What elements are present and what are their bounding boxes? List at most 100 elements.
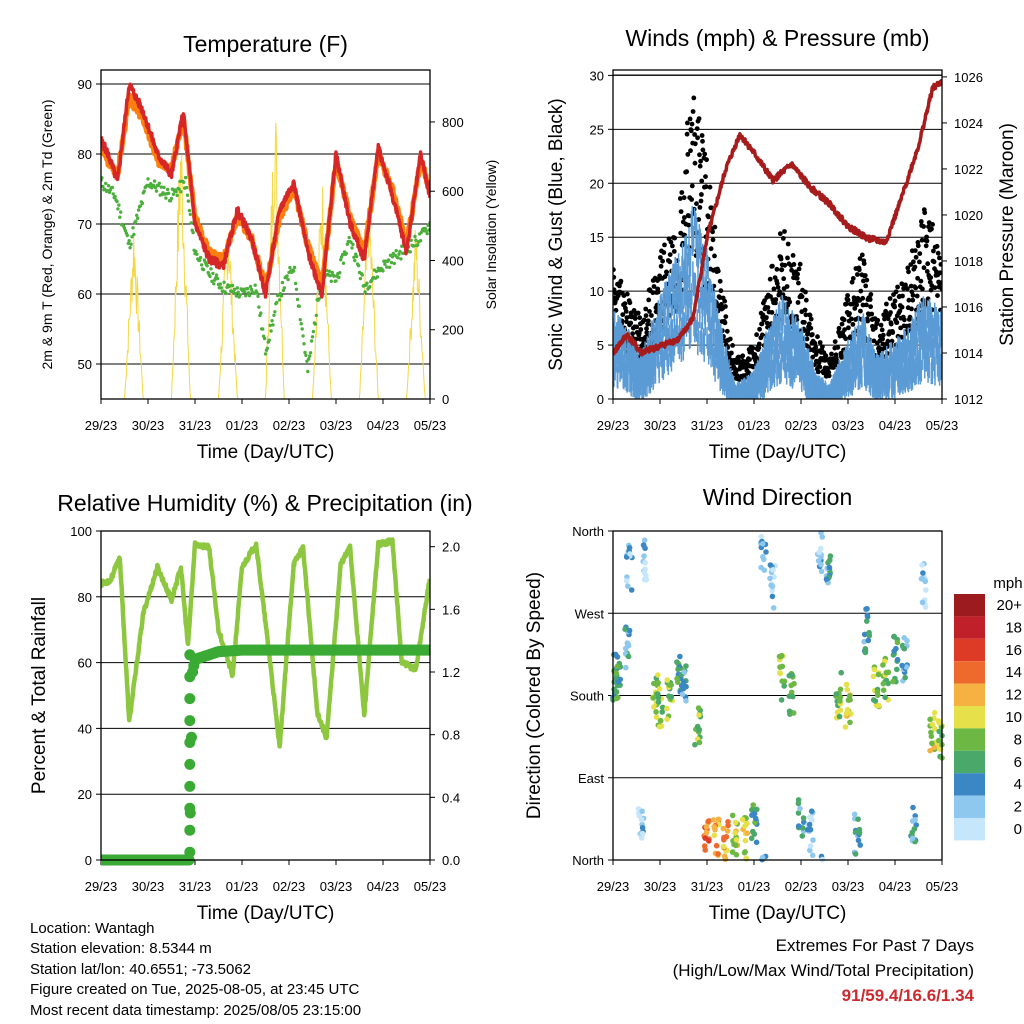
gust-point: [655, 289, 661, 295]
pressure-line: [613, 78, 942, 357]
x-tick-label: 30/23: [644, 879, 677, 894]
gust-point: [922, 210, 928, 216]
direction-point: [643, 576, 650, 583]
x-tick-label: 29/23: [85, 418, 118, 433]
gust-point: [915, 243, 921, 249]
y-tick-label: 0: [597, 392, 604, 407]
wind-direction-panel: Wind Direction North East South West North 29/…: [524, 484, 958, 924]
gust-point: [842, 327, 847, 332]
x-tick-label: 31/23: [179, 879, 212, 894]
x-tick-label: 31/23: [691, 418, 724, 433]
direction-point: [827, 553, 834, 559]
direction-point: [724, 828, 731, 834]
winds-panel: Winds (mph) & Pressure (mb) 0 5 10 15 20 25 30 2…: [546, 25, 1018, 463]
gust-point: [903, 282, 908, 288]
gust-point: [899, 281, 905, 287]
dewpoint-point: [292, 269, 296, 273]
dewpoint-point: [134, 219, 138, 223]
direction-point: [836, 713, 843, 720]
gust-point: [682, 215, 687, 220]
y-tick-label: 80: [78, 147, 92, 162]
legend-swatch: [954, 683, 985, 706]
direction-point: [683, 663, 689, 669]
direction-point: [641, 553, 647, 559]
gust-point: [893, 289, 899, 295]
direction-point: [681, 669, 687, 675]
legend-label: 20+: [997, 597, 1023, 614]
y-tick-label: 50: [78, 357, 92, 372]
direction-point: [837, 698, 843, 704]
dewpoint-point: [123, 229, 128, 233]
gust-point: [740, 353, 746, 359]
dewpoint-point: [265, 346, 270, 350]
gust-point: [684, 131, 690, 137]
direction-point: [696, 739, 703, 746]
direction-point: [710, 817, 717, 823]
temp-9m-line: [101, 92, 430, 290]
gust-point: [630, 331, 635, 337]
gust-point: [782, 262, 788, 268]
gust-point: [689, 121, 695, 127]
dewpoint-point: [179, 190, 183, 194]
dewpoint-point: [423, 226, 427, 231]
dewpoint-point: [271, 323, 275, 327]
gust-point: [722, 298, 728, 304]
gust-point: [808, 325, 814, 331]
gust-point: [685, 152, 691, 157]
legend-label: 6: [1014, 754, 1022, 771]
gust-point: [777, 231, 783, 237]
gust-point: [868, 292, 874, 297]
dewpoint-point: [235, 286, 239, 290]
gust-point: [806, 321, 812, 327]
gust-point: [722, 320, 728, 326]
direction-point: [855, 837, 862, 844]
gust-point: [888, 321, 894, 327]
direction-point: [795, 797, 802, 803]
direction-point: [923, 587, 929, 593]
gust-point: [918, 219, 924, 224]
dewpoint-point: [230, 283, 235, 288]
dewpoint-point: [111, 192, 115, 196]
gust-point: [921, 224, 926, 229]
precip-point: [184, 802, 196, 814]
legend-label: 4: [1014, 776, 1022, 793]
recent-text: Most recent data timestamp: 2025/08/05 2…: [30, 1001, 362, 1019]
gust-point: [918, 278, 924, 284]
direction-point: [818, 568, 825, 575]
direction-point: [750, 828, 756, 835]
y-tick-label: 5: [597, 338, 604, 353]
gust-point: [850, 276, 856, 281]
gust-point: [807, 312, 813, 318]
gust-point: [686, 222, 691, 228]
gust-point: [699, 178, 705, 184]
legend-swatch: [954, 750, 985, 774]
dewpoint-point: [356, 263, 361, 268]
gust-point: [913, 285, 919, 291]
gust-point: [658, 255, 663, 260]
chart-title: Temperature (F): [183, 31, 348, 57]
dewpoint-point: [303, 350, 307, 355]
direction-point: [901, 645, 908, 652]
dewpoint-point: [419, 230, 424, 234]
y2-tick-label: 0.0: [442, 853, 460, 868]
x-tick-label: 02/23: [785, 418, 818, 433]
gust-point: [779, 267, 785, 273]
dewpoint-point: [374, 269, 379, 274]
gust-point: [686, 213, 692, 219]
x-axis-label: Time (Day/UTC): [709, 903, 847, 924]
y-axis-label: Percent & Total Rainfall: [29, 597, 50, 794]
dewpoint-point: [317, 297, 321, 301]
direction-point: [809, 852, 816, 859]
dewpoint-point: [426, 223, 430, 227]
gust-point: [667, 252, 673, 257]
y2-tick-label: 1026: [954, 70, 983, 85]
precip-point: [184, 846, 196, 858]
precip-point: [184, 715, 196, 727]
direction-point: [680, 679, 687, 685]
direction-point: [655, 699, 662, 705]
gust-point: [624, 319, 629, 325]
x-tick-label: 04/23: [879, 879, 912, 894]
dewpoint-point: [330, 270, 334, 275]
direction-point: [903, 664, 910, 670]
gust-point: [695, 135, 700, 141]
